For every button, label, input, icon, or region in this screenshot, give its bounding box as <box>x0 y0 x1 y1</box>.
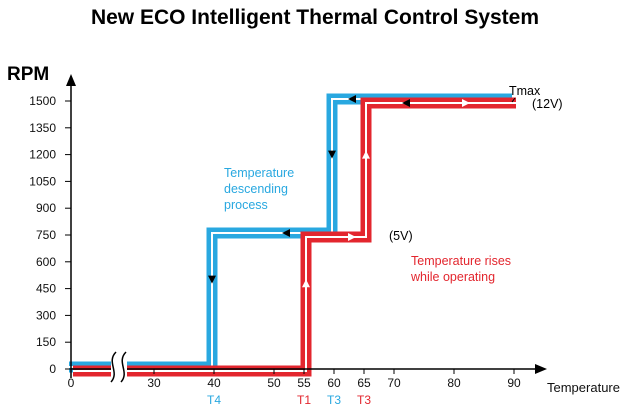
temperature-marker-t1: T1 <box>297 393 311 407</box>
arrow-blue-down-upper <box>328 150 336 159</box>
annotation-tmax: Tmax <box>509 84 541 98</box>
y-tick-label: 300 <box>36 308 56 322</box>
y-tick-label: 1350 <box>29 121 56 135</box>
x-tick-label: 80 <box>447 376 461 390</box>
x-axis-label: Temperature <box>547 380 620 395</box>
x-axis-arrow <box>535 364 547 374</box>
annotation-5v: (5V) <box>389 229 413 243</box>
axis-break-mark <box>120 351 127 383</box>
x-tick-label: 70 <box>387 376 401 390</box>
y-tick-label: 750 <box>36 228 56 242</box>
y-axis-label: RPM <box>7 64 49 85</box>
x-tick-label: 60 <box>327 376 341 390</box>
x-tick-label: 90 <box>507 376 521 390</box>
arrow-red-up-upper <box>362 150 370 159</box>
x-tick-label: 0 <box>68 376 75 390</box>
annotations-layer: Temperature descending process Temperature … <box>224 84 563 284</box>
y-tick-label: 0 <box>49 362 56 376</box>
y-tick-label: 600 <box>36 255 56 269</box>
x-tick-label: 50 <box>267 376 281 390</box>
y-axis-arrow <box>66 74 76 86</box>
x-tick-label: 55 <box>297 376 311 390</box>
arrow-red-top-right <box>462 99 470 107</box>
y-tick-label: 150 <box>36 335 56 349</box>
annotation-descending: Temperature descending process <box>224 166 294 212</box>
arrow-red-top-left <box>402 99 410 107</box>
arrow-blue-mid <box>282 229 290 237</box>
x-tick-label: 30 <box>147 376 161 390</box>
temperature-marker-t3: T3 <box>357 393 371 407</box>
annotation-12v: (12V) <box>532 97 563 111</box>
arrow-blue-top <box>348 95 356 103</box>
axes-layer <box>66 74 547 383</box>
series-1 <box>69 93 512 373</box>
arrow-red-up-lower <box>302 279 310 288</box>
y-tick-label: 1200 <box>29 148 56 162</box>
ticks-layer: 0 150 300 450 600 750 900 1050 1200 1350 1500 0 30 40… <box>29 94 521 390</box>
series-layer <box>69 93 516 377</box>
y-tick-label: 1050 <box>29 174 56 188</box>
y-tick-label: 900 <box>36 201 56 215</box>
temperature-markers: T4 T1 T3 T3 <box>207 393 371 407</box>
x-tick-label: 40 <box>207 376 221 390</box>
series-centerline-2 <box>73 102 516 372</box>
x-tick-label: 65 <box>357 376 371 390</box>
temperature-marker-t3: T3 <box>327 393 341 407</box>
arrow-blue-down-lower <box>208 275 216 284</box>
annotation-rises: Temperature rises while operating <box>410 254 511 284</box>
series-centerline-1 <box>69 98 512 368</box>
series-2 <box>73 97 516 377</box>
y-tick-label: 450 <box>36 282 56 296</box>
arrow-red-mid <box>348 233 356 241</box>
tmax-pointer <box>511 97 516 103</box>
chart-title: New ECO Intelligent Thermal Control Syst… <box>91 6 539 29</box>
temperature-marker-t4: T4 <box>207 393 221 407</box>
axis-break-mark <box>110 351 117 383</box>
y-tick-label: 1500 <box>29 94 56 108</box>
